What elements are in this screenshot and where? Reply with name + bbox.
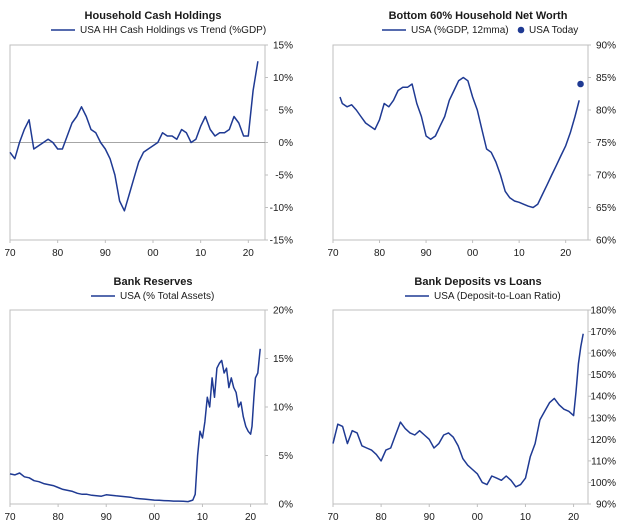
y-tick-label: 85% [596, 73, 616, 84]
plot-frame [332, 44, 589, 241]
y-tick-label: 90% [596, 41, 616, 52]
x-tick-label: 80 [374, 248, 386, 259]
plot-frame [9, 309, 266, 505]
y-tick-label: 15% [273, 41, 293, 52]
x-tick-label: 00 [467, 248, 479, 259]
plot-area: 180% 170% 160% 150% 140% 130% 120% 110% 100% 90% 7… [327, 306, 616, 524]
x-tick-label: 90 [421, 248, 433, 259]
y-tick-label: 0% [279, 500, 294, 511]
x-tick-label: 00 [147, 248, 159, 259]
legend-dot-marker [517, 26, 525, 34]
y-tick-label: 80% [596, 106, 616, 117]
plot-frame [332, 309, 589, 505]
x-tick-label: 70 [4, 512, 16, 523]
x-tick-label: 20 [560, 248, 572, 259]
x-tick-label: 10 [520, 512, 532, 523]
series-line [332, 333, 584, 488]
y-tick-label: 140% [590, 392, 616, 403]
x-tick-label: 20 [243, 248, 255, 259]
x-tick-label: 20 [568, 512, 580, 523]
plot-area: 90% 85% 80% 75% 70% 65% 60% 70 80 90 00 10 20 [327, 41, 616, 260]
y-tick-label: 70% [596, 171, 616, 182]
y-tick-label: 10% [273, 73, 293, 84]
panel-household-cash: Household Cash Holdings USA HH Cash Hold… [4, 10, 293, 259]
x-tick-label: 10 [514, 248, 526, 259]
series-line [339, 76, 580, 209]
y-tick-label: 15% [273, 354, 293, 365]
panel-bottom60-net-worth: Bottom 60% Household Net Worth USA (%GDP… [327, 10, 616, 259]
legend-label: USA (%GDP, 12mma) [411, 25, 509, 36]
x-tick-label: 90 [424, 512, 436, 523]
y-tick-label: 65% [596, 203, 616, 214]
legend-label: USA (Deposit-to-Loan Ratio) [434, 291, 561, 302]
series-point-usa-today [577, 80, 584, 88]
x-tick-label: 10 [197, 512, 209, 523]
legend-label: USA HH Cash Holdings vs Trend (%GDP) [80, 25, 266, 36]
y-tick-label: 60% [596, 236, 616, 247]
chart-title: Bottom 60% Household Net Worth [389, 10, 568, 22]
y-tick-label: 130% [590, 413, 616, 424]
x-tick-label: 80 [53, 512, 65, 523]
x-tick-label: 00 [149, 512, 161, 523]
y-tick-label: 0% [279, 138, 294, 149]
legend-label: USA (% Total Assets) [120, 291, 214, 302]
y-tick-label: -15% [270, 236, 293, 247]
x-tick-label: 20 [245, 512, 257, 523]
y-tick-label: 20% [273, 306, 293, 317]
legend-label: USA Today [529, 25, 578, 36]
plot-area: 20% 15% 10% 5% 0% 70 80 90 00 10 20 [4, 306, 293, 524]
x-tick-label: 70 [327, 512, 339, 523]
series-line [9, 61, 259, 212]
y-tick-label: 150% [590, 370, 616, 381]
chart-title: Bank Deposits vs Loans [414, 276, 541, 288]
plot-area: 15% 10% 5% 0% -5% -10% -15% 70 80 90 00 10 20 [4, 41, 293, 260]
y-tick-label: 120% [590, 435, 616, 446]
series-line [9, 348, 261, 503]
x-tick-label: 70 [327, 248, 339, 259]
y-tick-label: -10% [270, 203, 293, 214]
y-tick-label: 170% [590, 327, 616, 338]
y-tick-label: 75% [596, 138, 616, 149]
panel-deposits-vs-loans: Bank Deposits vs Loans USA (Deposit-to-L… [327, 276, 616, 523]
y-tick-label: 5% [279, 106, 294, 117]
x-tick-label: 90 [100, 248, 112, 259]
y-tick-label: 180% [590, 306, 616, 317]
y-tick-label: 160% [590, 349, 616, 360]
x-tick-label: 70 [4, 248, 16, 259]
y-tick-label: 110% [591, 456, 616, 467]
x-tick-label: 80 [376, 512, 388, 523]
x-tick-label: 00 [472, 512, 484, 523]
chart-title: Household Cash Holdings [85, 10, 222, 22]
x-tick-label: 80 [52, 248, 64, 259]
y-tick-label: 5% [279, 451, 294, 462]
chart-title: Bank Reserves [114, 276, 193, 288]
y-tick-label: 100% [590, 478, 616, 489]
x-tick-label: 10 [195, 248, 207, 259]
y-tick-label: -5% [275, 171, 293, 182]
y-tick-label: 90% [596, 500, 616, 511]
y-tick-label: 10% [273, 403, 293, 414]
x-tick-label: 90 [101, 512, 113, 523]
panel-bank-reserves: Bank Reserves USA (% Total Assets) 20% 15… [4, 276, 293, 523]
